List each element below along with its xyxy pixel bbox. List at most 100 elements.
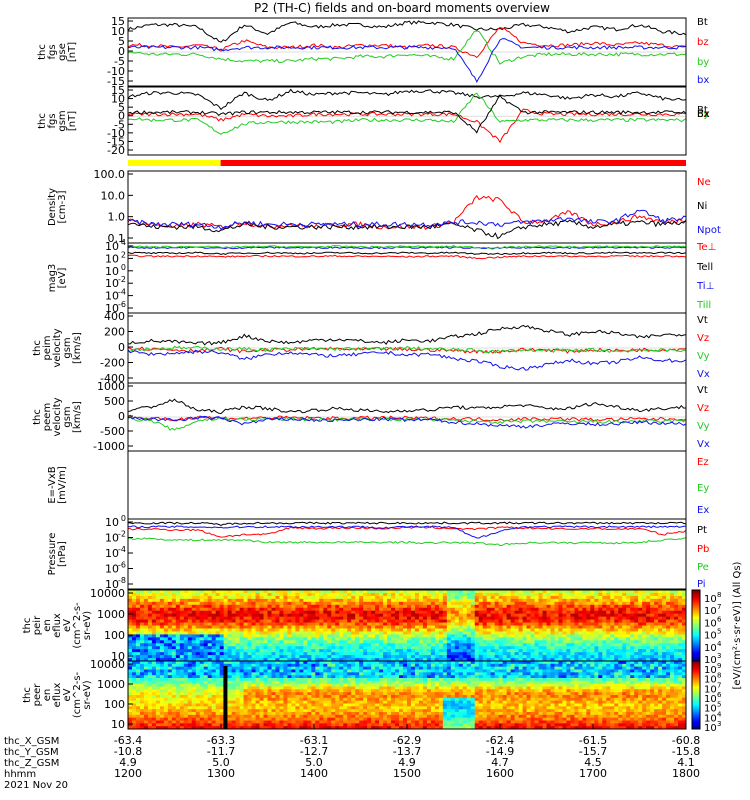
heatmap-cell — [287, 592, 292, 597]
heatmap-cell — [227, 714, 233, 719]
heatmap-cell — [422, 607, 428, 612]
heatmap-cell — [399, 655, 404, 659]
heatmap-cell — [658, 598, 663, 603]
heatmap-cell — [446, 601, 452, 606]
heatmap-cell — [614, 649, 619, 653]
heatmap-cell — [271, 634, 276, 638]
heatmap-cell — [407, 622, 412, 626]
heatmap-cell — [299, 655, 304, 659]
heatmap-cell — [458, 598, 464, 603]
heatmap-cell — [558, 649, 563, 653]
heatmap-cell — [267, 634, 272, 638]
heatmap-cell — [307, 692, 312, 696]
heatmap-cell — [135, 678, 141, 682]
heatmap-cell — [319, 678, 324, 682]
heatmap-cell — [670, 610, 675, 615]
heatmap-cell — [614, 652, 619, 656]
heatmap-cell — [351, 697, 356, 702]
heatmap-cell — [191, 590, 197, 594]
heatmap-cell — [219, 720, 225, 724]
heatmap-cell — [383, 613, 388, 618]
heatmap-cell — [430, 652, 436, 656]
heatmap-cell — [638, 590, 643, 594]
heatmap-cell — [470, 607, 476, 612]
heatmap-cell — [610, 652, 615, 656]
y-tick-label: 10 — [111, 650, 125, 663]
heatmap-cell — [275, 717, 280, 721]
heatmap-cell — [143, 640, 149, 644]
heatmap-cell — [622, 622, 627, 626]
colorbar-cell — [692, 623, 700, 626]
heatmap-cell — [490, 640, 496, 644]
heatmap-cell — [251, 703, 256, 707]
panel-5: thc peim velocity gsm [km/s]VtVzVyVx4002000-… — [32, 310, 710, 385]
heatmap-cell — [578, 646, 583, 650]
heatmap-cell — [235, 689, 240, 693]
heatmap-cell — [510, 637, 516, 641]
heatmap-cell — [267, 680, 272, 685]
heatmap-cell — [666, 616, 671, 620]
heatmap-cell — [422, 649, 428, 653]
heatmap-cell — [335, 683, 340, 687]
heatmap-cell — [335, 590, 340, 594]
heatmap-cell — [247, 619, 252, 623]
heatmap-cell — [227, 717, 233, 721]
heatmap-cell — [630, 610, 635, 615]
heatmap-cell — [128, 695, 133, 699]
heatmap-cell — [626, 601, 631, 606]
y-axis-label: gsm — [62, 406, 73, 427]
heatmap-cell — [375, 592, 380, 597]
heatmap-cell — [442, 655, 448, 659]
heatmap-cell — [319, 709, 324, 713]
heatmap-cell — [602, 619, 607, 623]
heatmap-cell — [227, 680, 233, 685]
heatmap-cell — [355, 601, 360, 606]
heatmap-cell — [191, 613, 197, 618]
heatmap-cell — [530, 637, 535, 641]
heatmap-cell — [550, 619, 555, 623]
heatmap-cell — [131, 637, 137, 641]
heatmap-cell — [347, 655, 352, 659]
heatmap-cell — [458, 601, 464, 606]
heatmap-cell — [211, 652, 217, 656]
y-tick-exponent: -4 — [118, 545, 126, 554]
heatmap-cell — [283, 640, 288, 644]
heatmap-cell — [343, 625, 348, 629]
heatmap-cell — [171, 625, 177, 629]
heatmap-cell — [478, 601, 484, 606]
heatmap-cell — [187, 590, 193, 594]
heatmap-cell — [359, 646, 364, 650]
heatmap-cell — [474, 625, 480, 629]
heatmap-cell — [271, 631, 276, 635]
heatmap-cell — [371, 640, 376, 644]
heatmap-cell — [251, 706, 256, 710]
heatmap-cell — [291, 613, 296, 618]
heatmap-cell — [486, 625, 492, 629]
y-tick-label: 0 — [118, 110, 125, 123]
heatmap-cell — [351, 686, 356, 690]
heatmap-cell — [514, 607, 519, 612]
heatmap-cell — [506, 643, 512, 647]
heatmap-cell — [239, 640, 244, 644]
heatmap-cell — [271, 640, 276, 644]
heatmap-cell — [391, 619, 396, 623]
heatmap-cell — [227, 631, 233, 635]
heatmap-cell — [339, 703, 344, 707]
heatmap-cell — [323, 692, 328, 696]
y-tick-label: 5 — [118, 35, 125, 48]
heatmap-cell — [263, 613, 268, 618]
heatmap-cell — [255, 666, 260, 670]
heatmap-cell — [678, 658, 683, 662]
heatmap-cell — [247, 695, 252, 699]
heatmap-cell — [359, 640, 364, 644]
heatmap-cell — [642, 590, 647, 594]
heatmap-cell — [211, 720, 217, 724]
heatmap-cell — [287, 672, 292, 676]
heatmap-cell — [163, 628, 169, 632]
heatmap-cell — [375, 649, 380, 653]
heatmap-cell — [550, 658, 555, 662]
heatmap-cell — [315, 643, 320, 647]
heatmap-cell — [335, 712, 340, 716]
heatmap-cell — [207, 689, 213, 693]
